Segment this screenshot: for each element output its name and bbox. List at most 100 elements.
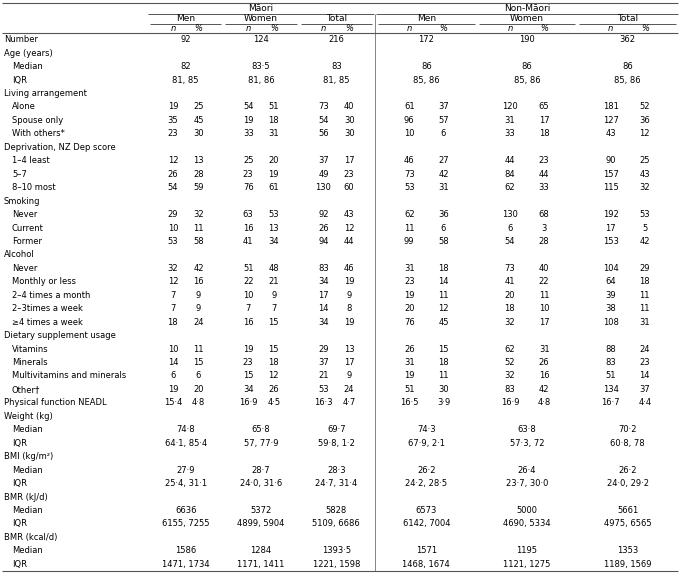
Text: 2–4 times a month: 2–4 times a month [12, 291, 90, 300]
Text: 27·9: 27·9 [176, 466, 195, 475]
Text: 20: 20 [269, 156, 279, 165]
Text: 16: 16 [243, 223, 254, 233]
Text: 1571: 1571 [415, 547, 437, 555]
Text: 24·0, 31·6: 24·0, 31·6 [240, 479, 282, 488]
Text: 74·8: 74·8 [176, 425, 195, 434]
Text: 4·5: 4·5 [267, 398, 280, 408]
Text: 7: 7 [170, 304, 175, 313]
Text: 18: 18 [269, 358, 279, 367]
Text: 104: 104 [602, 264, 618, 273]
Text: 37: 37 [318, 156, 329, 165]
Text: 24·2, 28·5: 24·2, 28·5 [405, 479, 447, 488]
Text: 34: 34 [318, 277, 329, 287]
Text: 11: 11 [438, 372, 449, 380]
Text: 115: 115 [602, 183, 618, 192]
Text: 14: 14 [167, 358, 178, 367]
Text: 12: 12 [167, 156, 178, 165]
Text: 15: 15 [193, 358, 204, 367]
Text: 34: 34 [269, 237, 279, 246]
Text: 23: 23 [639, 358, 650, 367]
Text: 57·3, 72: 57·3, 72 [510, 439, 544, 448]
Text: 17: 17 [344, 358, 354, 367]
Text: 70·2: 70·2 [618, 425, 637, 434]
Text: 157: 157 [602, 170, 619, 179]
Text: 21: 21 [318, 372, 328, 380]
Text: 60·8, 78: 60·8, 78 [611, 439, 645, 448]
Text: 1189, 1569: 1189, 1569 [604, 560, 651, 569]
Text: Spouse only: Spouse only [12, 116, 63, 125]
Text: 86: 86 [622, 62, 633, 71]
Text: 26: 26 [167, 170, 178, 179]
Text: 4·8: 4·8 [537, 398, 551, 408]
Text: 18: 18 [438, 358, 449, 367]
Text: 83: 83 [605, 358, 616, 367]
Text: 17: 17 [539, 318, 549, 327]
Text: 31: 31 [539, 345, 549, 354]
Text: 192: 192 [602, 210, 618, 219]
Text: 26: 26 [318, 223, 329, 233]
Text: 51: 51 [605, 372, 616, 380]
Text: 6: 6 [441, 223, 446, 233]
Text: 45: 45 [438, 318, 449, 327]
Text: 15: 15 [269, 345, 279, 354]
Text: %: % [345, 24, 353, 33]
Text: 25: 25 [639, 156, 650, 165]
Text: 7: 7 [245, 304, 251, 313]
Text: 90: 90 [605, 156, 616, 165]
Text: 42: 42 [539, 385, 549, 394]
Text: 24: 24 [344, 385, 354, 394]
Text: 108: 108 [602, 318, 619, 327]
Text: 41: 41 [243, 237, 254, 246]
Text: 16: 16 [193, 277, 204, 287]
Text: 51: 51 [269, 102, 279, 112]
Text: 15: 15 [438, 345, 449, 354]
Text: Non-Māori: Non-Māori [504, 4, 550, 13]
Text: 32: 32 [505, 372, 515, 380]
Text: 33: 33 [505, 129, 515, 138]
Text: 19: 19 [243, 116, 254, 125]
Text: 81, 85: 81, 85 [323, 76, 350, 85]
Text: 12: 12 [639, 129, 650, 138]
Text: 44: 44 [344, 237, 354, 246]
Text: 31: 31 [438, 183, 449, 192]
Text: 43: 43 [605, 129, 616, 138]
Text: 13: 13 [344, 345, 354, 354]
Text: 84: 84 [505, 170, 515, 179]
Text: 37: 37 [639, 385, 650, 394]
Text: 23: 23 [404, 277, 415, 287]
Text: Never: Never [12, 264, 37, 273]
Text: Smoking: Smoking [4, 197, 41, 206]
Text: 153: 153 [602, 237, 619, 246]
Text: 45: 45 [193, 116, 204, 125]
Text: 67·9, 2·1: 67·9, 2·1 [408, 439, 445, 448]
Text: With others*: With others* [12, 129, 65, 138]
Text: 32: 32 [167, 264, 178, 273]
Text: %: % [270, 24, 278, 33]
Text: 12: 12 [344, 223, 354, 233]
Text: 31: 31 [404, 264, 415, 273]
Text: 51: 51 [243, 264, 254, 273]
Text: 20: 20 [404, 304, 415, 313]
Text: 1171, 1411: 1171, 1411 [237, 560, 285, 569]
Text: 46: 46 [404, 156, 415, 165]
Text: Men: Men [176, 14, 195, 23]
Text: 28·3: 28·3 [327, 466, 345, 475]
Text: 54: 54 [318, 116, 328, 125]
Text: 48: 48 [269, 264, 279, 273]
Text: 4·4: 4·4 [639, 398, 651, 408]
Text: 60: 60 [344, 183, 354, 192]
Text: 19: 19 [404, 372, 415, 380]
Text: 32: 32 [639, 183, 650, 192]
Text: 18: 18 [438, 264, 449, 273]
Text: 5000: 5000 [517, 506, 537, 515]
Text: 85, 86: 85, 86 [513, 76, 541, 85]
Text: 6: 6 [507, 223, 513, 233]
Text: 37: 37 [438, 102, 449, 112]
Text: Median: Median [12, 506, 43, 515]
Text: n: n [321, 24, 326, 33]
Text: 5372: 5372 [250, 506, 271, 515]
Text: 120: 120 [502, 102, 517, 112]
Text: 31: 31 [505, 116, 515, 125]
Text: 24·7, 31·4: 24·7, 31·4 [316, 479, 358, 488]
Text: 32: 32 [193, 210, 204, 219]
